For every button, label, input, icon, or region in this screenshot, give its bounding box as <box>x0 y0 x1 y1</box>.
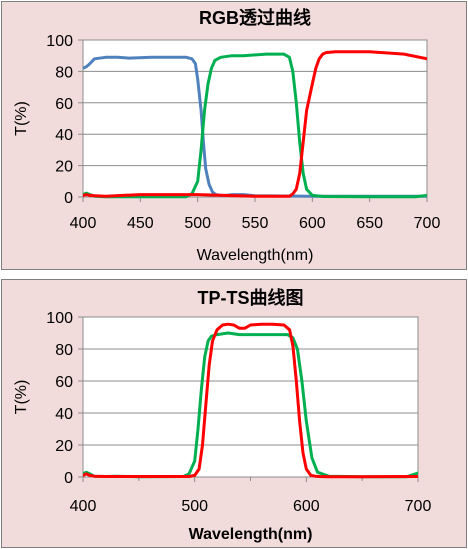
y-tick-label: 100 <box>46 33 73 50</box>
x-tick-label: 700 <box>414 215 441 232</box>
x-tick-label: 550 <box>242 215 269 232</box>
y-tick-label: 60 <box>55 374 73 391</box>
x-tick-label: 600 <box>293 498 320 515</box>
x-axis-label: Wavelength(nm) <box>197 247 314 264</box>
y-tick-label: 100 <box>46 310 73 327</box>
plot-area <box>82 316 419 478</box>
y-tick-label: 80 <box>55 342 73 359</box>
x-tick-label: 600 <box>299 215 326 232</box>
tpts-chart-panel: TP-TS曲线图 0 20 40 60 80 100 400 500 600 700 Waveleng… <box>1 279 467 548</box>
rgb-chart: RGB透过曲线 0 20 40 60 80 100 400 450 500 550 600 650 700… <box>13 7 441 264</box>
y-tick-label: 0 <box>64 190 73 207</box>
chart-title: TP-TS曲线图 <box>198 287 304 308</box>
x-tick-label: 650 <box>356 215 383 232</box>
series-line-2 <box>83 50 427 198</box>
x-axis-label: Wavelength(nm) <box>189 526 313 543</box>
y-tick-label: 20 <box>55 159 73 176</box>
y-tick-label: 80 <box>55 64 73 81</box>
series-line-1 <box>83 322 418 479</box>
y-axis-label: T(%) <box>13 380 30 415</box>
series-line-1 <box>83 52 427 199</box>
y-tick-label: 0 <box>64 470 73 487</box>
x-tick-label: 400 <box>70 498 97 515</box>
plot-area <box>82 39 428 198</box>
x-tick-label: 400 <box>70 215 97 232</box>
x-tick-label: 700 <box>405 498 432 515</box>
tpts-chart: TP-TS曲线图 0 20 40 60 80 100 400 500 600 700 Waveleng… <box>13 287 432 543</box>
y-tick-label: 20 <box>55 438 73 455</box>
x-tick-label: 450 <box>127 215 154 232</box>
y-axis-label: T(%) <box>13 101 30 136</box>
x-tick-label: 500 <box>184 215 211 232</box>
y-tick-label: 40 <box>55 406 73 423</box>
y-tick-label: 40 <box>55 127 73 144</box>
y-tick-label: 60 <box>55 96 73 113</box>
chart-title: RGB透过曲线 <box>199 7 311 28</box>
x-tick-label: 500 <box>181 498 208 515</box>
rgb-chart-panel: RGB透过曲线 0 20 40 60 80 100 400 450 500 550 600 650 700… <box>1 1 467 270</box>
